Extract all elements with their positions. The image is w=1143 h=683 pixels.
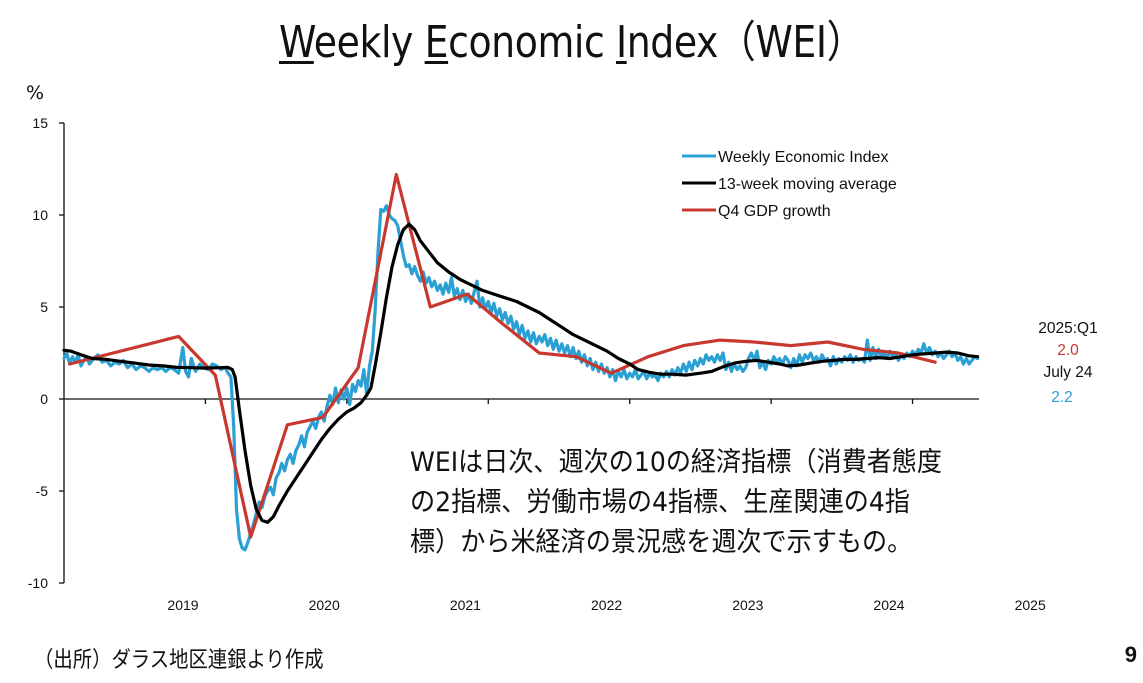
series-layer <box>62 172 980 552</box>
wei-description-note: WEIは日次、週次の10の経済指標（消費者態度 の2指標、労働市場の4指標、生産… <box>410 447 943 558</box>
x-tick-label: 2022 <box>591 597 622 613</box>
legend-label-gdp: Q4 GDP growth <box>718 203 831 220</box>
gdp-value-annotation: 2.0 <box>1057 342 1079 359</box>
legend-label-ma13: 13-week moving average <box>718 176 897 193</box>
x-tick-label: 2020 <box>309 597 340 613</box>
title-part: W <box>278 17 314 68</box>
x-tick-label: 2024 <box>873 597 904 613</box>
series-line-ma13 <box>62 222 980 524</box>
wei-date-annotation: July 24 <box>1043 364 1092 381</box>
title-part: E <box>424 17 449 68</box>
title-part: conomic <box>448 17 616 68</box>
wei-value-annotation: 2.2 <box>1051 389 1073 406</box>
series-line-gdp <box>68 172 937 539</box>
gdp-period-annotation: 2025:Q1 <box>1038 320 1097 337</box>
y-axis-unit-label: % <box>26 82 45 104</box>
page-title: Weekly Economic Index（WEI） <box>80 6 1063 70</box>
title-part: I <box>615 17 627 68</box>
y-tick-label: 0 <box>40 391 48 407</box>
y-tick-label: -5 <box>36 483 49 499</box>
y-tick-label: -10 <box>28 575 48 591</box>
x-axis: 2019 2020 2021 2022 2023 2024 2025 <box>64 398 1046 613</box>
x-tick-label: 2019 <box>167 597 198 613</box>
latest-value-annotations: 2025:Q1 2.0 July 24 2.2 <box>1038 320 1097 406</box>
title-part: eekly <box>313 17 425 68</box>
y-tick-label: 15 <box>32 115 48 131</box>
x-tick-label: 2023 <box>732 597 763 613</box>
y-tick-label: 10 <box>32 207 48 223</box>
source-note: （出所）ダラス地区連銀より作成 <box>34 648 324 673</box>
legend-label-wei: Weekly Economic Index <box>718 149 888 166</box>
chart-legend: Weekly Economic Index 13-week moving aver… <box>682 149 897 220</box>
page-number: 9 <box>1124 642 1137 667</box>
title-part: ndex（WEI） <box>626 17 865 68</box>
y-tick-label: 5 <box>40 299 48 315</box>
x-tick-label: 2021 <box>450 597 481 613</box>
x-tick-label: 2025 <box>1015 597 1046 613</box>
y-axis: 15 10 5 0 -5 -10 <box>28 115 65 591</box>
